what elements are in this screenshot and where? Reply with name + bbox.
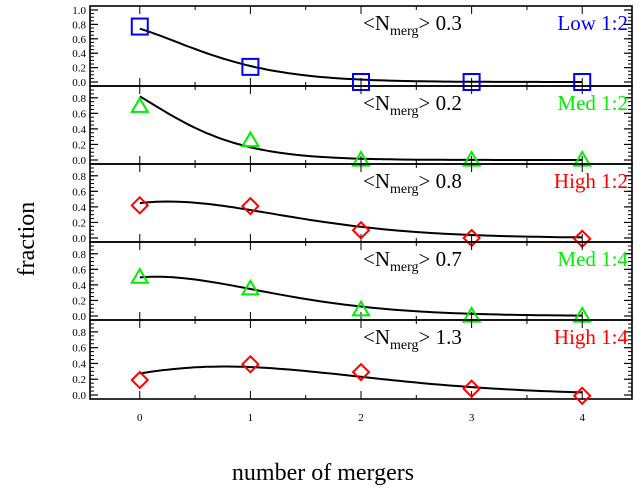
panel-3: 0.8 0.6 0.4 0.2 0.0 <Nmerg> 0.8 High 1:2 (72, 164, 632, 247)
y-tick-label: 0.0 (72, 233, 86, 245)
sample-tag: Med 1:2 (557, 91, 628, 115)
fit-curve (140, 277, 582, 316)
y-tick-label: 0.8 (72, 93, 86, 105)
panel-2: 0.8 0.6 0.4 0.2 0.0 <Nmerg> 0.2 Med 1:2 (72, 86, 632, 167)
x-axis-label: number of mergers (232, 460, 414, 486)
mean-mergers-label: <Nmerg> 0.3 (363, 11, 462, 39)
x-tick-label: 0 (137, 412, 143, 424)
y-tick-label: 0.8 (72, 19, 86, 31)
y-tick-label: 1.0 (72, 5, 86, 17)
y-tick-label: 0.0 (72, 390, 86, 402)
y-tick-label: 0.2 (72, 295, 86, 307)
sample-tag: Med 1:4 (557, 247, 628, 271)
data-point-square (132, 19, 148, 35)
y-tick-label: 0.6 (72, 264, 86, 276)
fit-curve (140, 202, 582, 238)
y-axis-label: fraction (14, 202, 40, 277)
mean-mergers-label: <Nmerg> 0.2 (363, 91, 462, 119)
y-tick-label: 0.8 (72, 249, 86, 261)
sample-tag: High 1:4 (554, 325, 629, 349)
y-tick-label: 0.8 (72, 171, 86, 183)
panel-4: 0.8 0.6 0.4 0.2 0.0 <Nmerg> 0.7 Med 1:4 (72, 242, 632, 323)
panels: 1.00.80.60.40.20.0<Nmerg> 0.3 Low 1:20.80… (72, 5, 632, 424)
y-tick-label: 0.6 (72, 34, 86, 46)
x-tick-label: 4 (579, 412, 585, 424)
y-tick-label: 0.8 (72, 327, 86, 339)
panel-frame (90, 320, 632, 399)
panel-1: 1.0 0.8 0.6 0.4 0.2 0.0 <Nmerg> 0.3 Low 1:2 (72, 5, 632, 90)
x-tick-label: 1 (248, 412, 254, 424)
y-tick-label: 0.6 (72, 343, 86, 355)
sample-tag: Low 1:2 (557, 11, 628, 35)
y-tick-label: 0.6 (72, 108, 86, 120)
data-point-diamond (132, 197, 148, 213)
y-tick-label: 0.4 (72, 124, 86, 136)
x-tick-label: 3 (469, 412, 475, 424)
data-point-diamond (132, 372, 148, 388)
y-tick-label: 0.2 (72, 63, 86, 75)
y-tick-label: 0.0 (72, 155, 86, 167)
panel-frame (90, 242, 632, 320)
y-tick-label: 0.4 (72, 280, 86, 292)
y-tick-label: 0.4 (72, 358, 86, 370)
y-tick-label: 0.4 (72, 48, 86, 60)
y-tick-label: 0.2 (72, 139, 86, 151)
mean-mergers-label: <Nmerg> 1.3 (363, 325, 462, 353)
data-point-triangle (132, 269, 148, 283)
panel-frame (90, 164, 632, 242)
y-tick-label: 0.2 (72, 217, 86, 229)
mean-mergers-label: <Nmerg> 0.7 (363, 247, 462, 275)
y-tick-label: 0.6 (72, 186, 86, 198)
y-tick-label: 0.0 (72, 77, 86, 89)
data-point-triangle (242, 133, 258, 147)
mean-mergers-label: <Nmerg> 0.8 (363, 169, 462, 197)
y-tick-label: 0.0 (72, 311, 86, 323)
y-tick-label: 0.2 (72, 374, 86, 386)
sample-tag: High 1:2 (554, 169, 628, 193)
data-point-diamond (242, 356, 258, 372)
x-tick-label: 2 (358, 412, 364, 424)
y-tick-label: 0.4 (72, 202, 86, 214)
panel-5: 0.8 0.6 0.4 0.2 0.0 <Nmerg> 1.3 High 1:4 (72, 320, 632, 404)
